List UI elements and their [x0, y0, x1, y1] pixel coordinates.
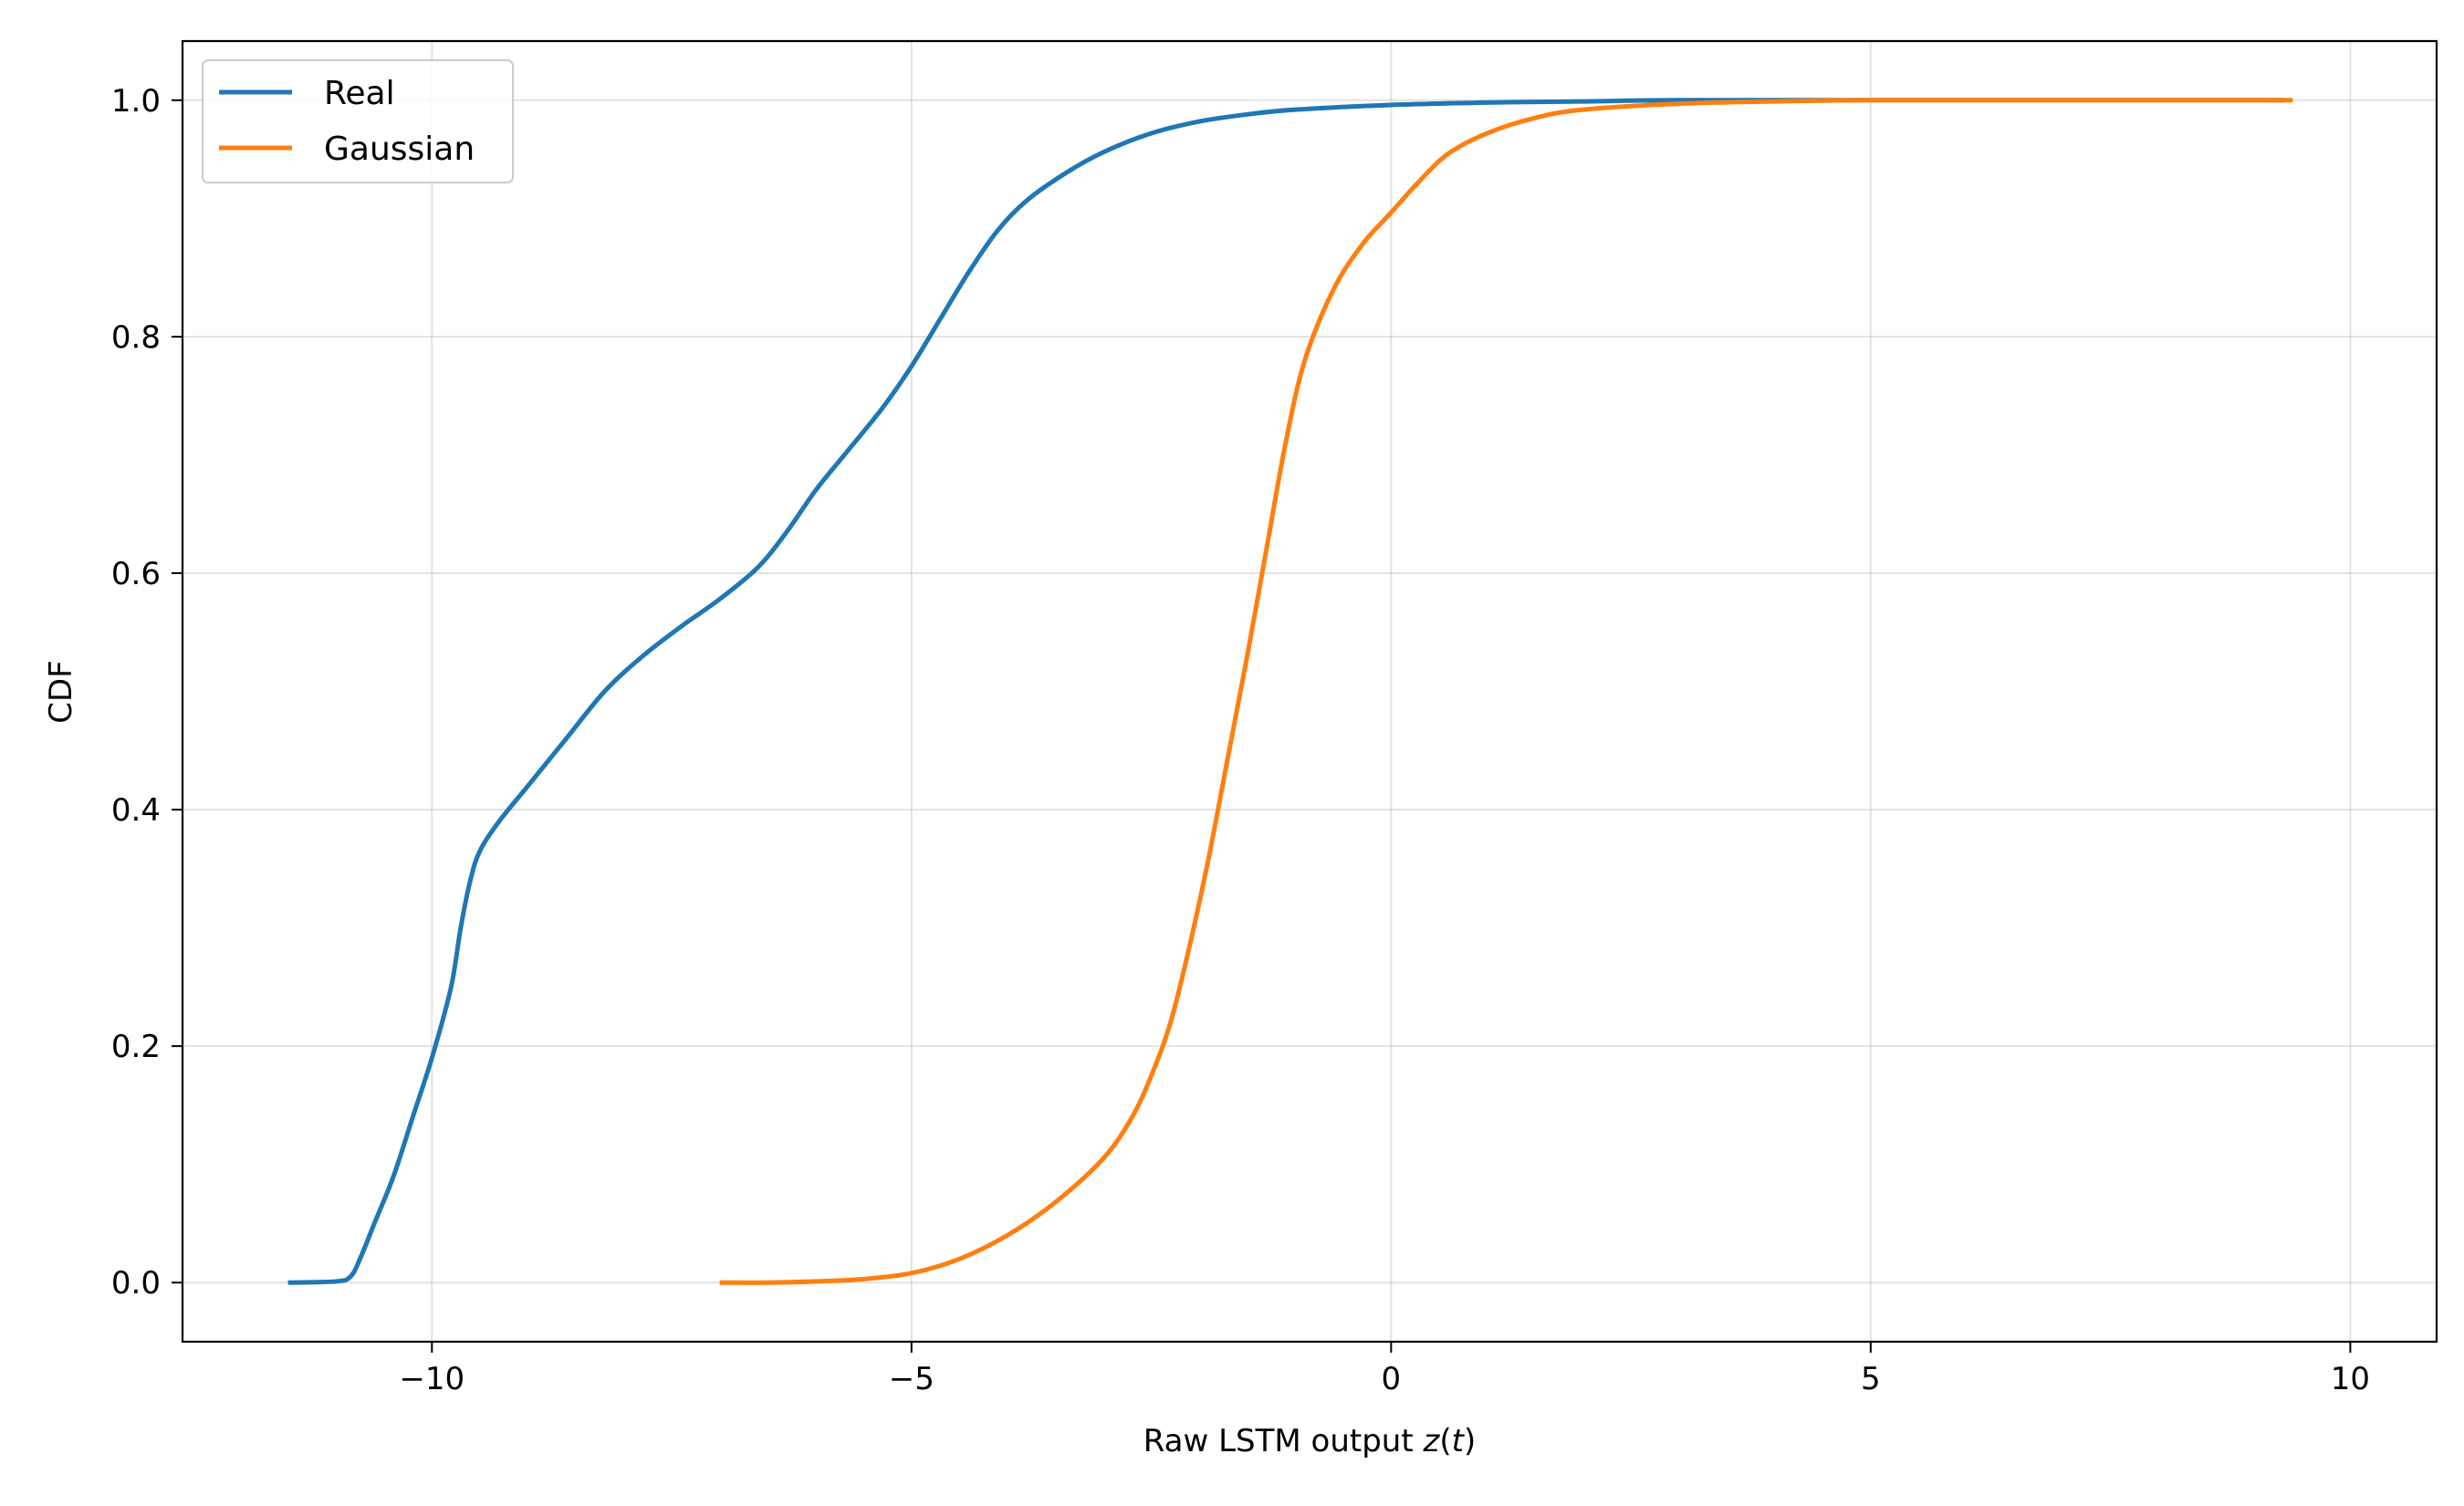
y-axis-label: CDF	[43, 660, 79, 723]
legend-label-gaussian: Gaussian	[324, 131, 475, 168]
y-tick-label: 0.0	[111, 1265, 161, 1302]
axis-ticks: −10 −5 0 5 10 0.0 0.2 0.4 0.6 0.8 1.0	[111, 83, 2370, 1397]
y-tick-label: 0.8	[111, 319, 161, 356]
legend: Real Gaussian	[202, 59, 514, 183]
x-tick-label: −5	[889, 1361, 934, 1397]
y-tick-label: 1.0	[111, 83, 161, 120]
x-axis-label-math: z	[1422, 1423, 1440, 1459]
plot-area-background	[183, 41, 2437, 1342]
series-line-gaussian	[719, 98, 2293, 1285]
x-tick-label: 5	[1861, 1361, 1881, 1397]
x-tick-label: 0	[1382, 1361, 1402, 1397]
y-tick-label: 0.6	[111, 556, 161, 592]
series-lines	[287, 98, 2293, 1285]
x-axis-label-text: Raw LSTM output	[1143, 1423, 1414, 1459]
x-tick-label: 10	[2331, 1361, 2370, 1397]
plot-frame	[181, 39, 2438, 1344]
legend-label-real: Real	[324, 75, 395, 112]
x-axis-label: Raw LSTM output z(t)	[1143, 1423, 1476, 1459]
y-tick-label: 0.4	[111, 792, 161, 829]
series-line-real	[287, 98, 2283, 1285]
y-tick-label: 0.2	[111, 1029, 161, 1065]
x-tick-label: −10	[399, 1361, 465, 1397]
